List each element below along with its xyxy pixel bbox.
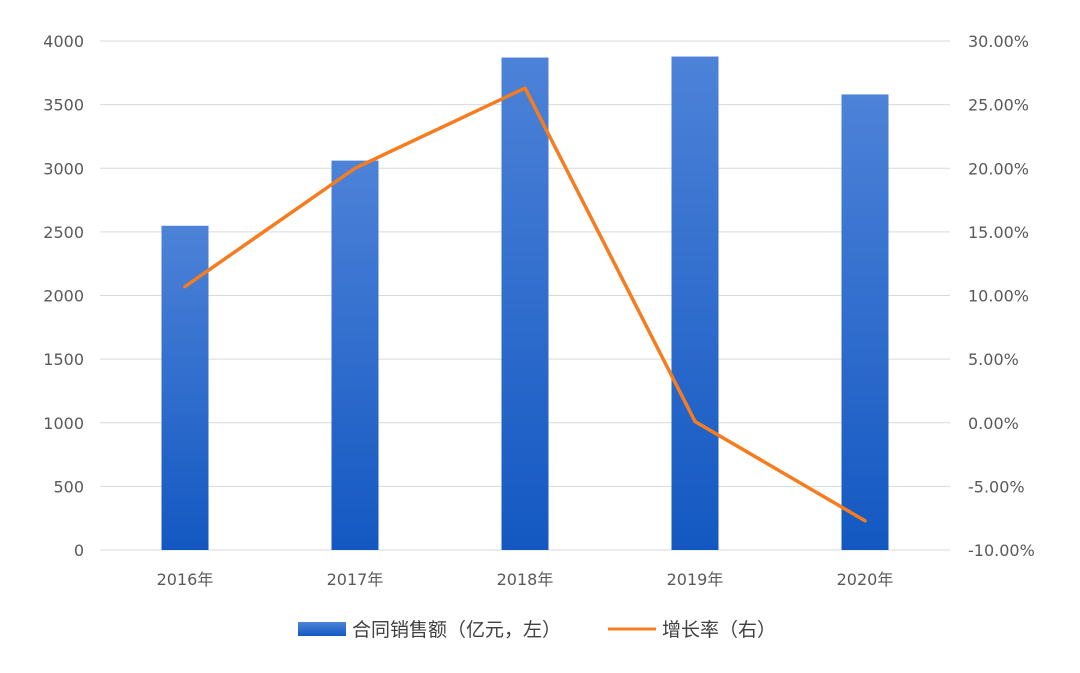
y-right-tick-label: 25.00% xyxy=(968,96,1029,115)
y-right-tick-label: 20.00% xyxy=(968,159,1029,178)
line-point xyxy=(523,86,527,90)
y-left-tick-label: 0 xyxy=(74,541,84,560)
x-tick-label: 2020年 xyxy=(837,570,894,589)
x-tick-label: 2016年 xyxy=(157,570,214,589)
bar xyxy=(161,225,209,550)
legend-line-label: 增长率（右） xyxy=(662,619,776,641)
bar xyxy=(331,160,379,551)
legend-bar-label: 合同销售额（亿元，左） xyxy=(352,619,561,641)
bar-series xyxy=(161,56,889,551)
y-left-tick-label: 3000 xyxy=(43,159,84,178)
x-tick-label: 2018年 xyxy=(497,570,554,589)
x-axis-ticks: 2016年 2017年 2018年 2019年 2020年 xyxy=(157,570,894,589)
line-point xyxy=(353,166,357,170)
y-right-tick-label: 30.00% xyxy=(968,32,1029,51)
y-right-tick-label: 5.00% xyxy=(968,350,1019,369)
y-left-tick-label: 1000 xyxy=(43,414,84,433)
line-series xyxy=(183,86,867,523)
bar xyxy=(841,94,889,550)
y-right-tick-label: 15.00% xyxy=(968,223,1029,242)
y-left-tick-label: 500 xyxy=(53,477,84,496)
y-left-tick-label: 2000 xyxy=(43,287,84,306)
line-point xyxy=(183,285,187,289)
y-right-tick-label: 10.00% xyxy=(968,287,1029,306)
y-right-tick-label: -5.00% xyxy=(968,477,1025,496)
bar xyxy=(501,57,549,550)
y-right-tick-label: 0.00% xyxy=(968,414,1019,433)
y-left-tick-label: 3500 xyxy=(43,96,84,115)
right-axis-ticks: -10.00% -5.00% 0.00% 5.00% 10.00% 15.00% 20.00… xyxy=(968,32,1035,560)
bar xyxy=(671,56,719,550)
y-left-tick-label: 2500 xyxy=(43,223,84,242)
y-left-tick-label: 4000 xyxy=(43,32,84,51)
legend: 合同销售额（亿元，左） 增长率（右） xyxy=(298,619,776,641)
x-tick-label: 2019年 xyxy=(667,570,724,589)
legend-bar-swatch xyxy=(298,622,346,636)
left-axis-ticks: 0 500 1000 1500 2000 2500 3000 3500 4000 xyxy=(43,32,84,560)
y-left-tick-label: 1500 xyxy=(43,350,84,369)
y-right-tick-label: -10.00% xyxy=(968,541,1035,560)
x-tick-label: 2017年 xyxy=(327,570,384,589)
line-point xyxy=(693,419,697,423)
line-point xyxy=(863,519,867,523)
